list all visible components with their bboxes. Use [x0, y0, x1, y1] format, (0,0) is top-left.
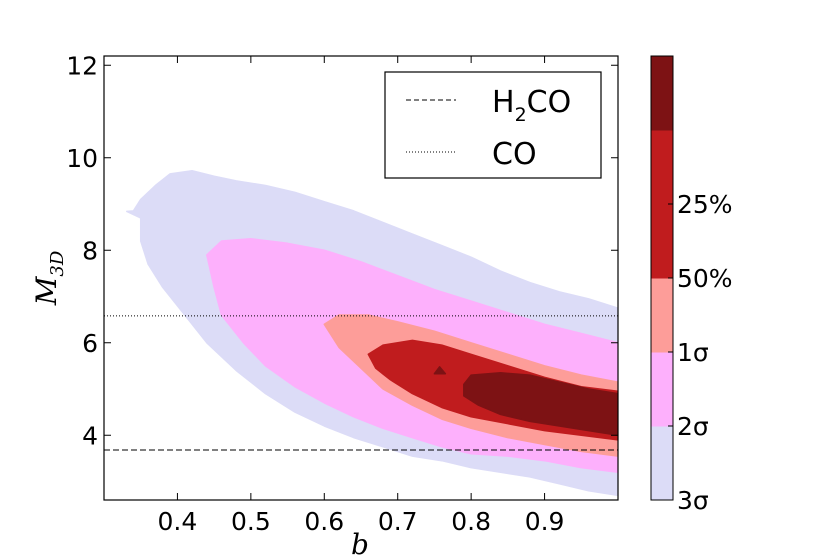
x-tick-label: 0.8 [451, 507, 491, 536]
y-axis-label: M3D [30, 250, 68, 306]
x-tick-label: 0.7 [378, 507, 418, 536]
legend: H2CO CO [384, 71, 602, 179]
colorbar-swatch [651, 56, 673, 131]
y-tick-label: 8 [82, 236, 98, 265]
legend-box [384, 71, 602, 179]
svg-text:M3D: M3D [30, 250, 68, 306]
colorbar-swatch [651, 426, 673, 501]
contour-region-25-speck-5 [433, 366, 447, 375]
x-tick-label: 0.4 [158, 507, 198, 536]
legend-co-label: CO [492, 137, 537, 172]
colorbar-tick-label: 2σ [677, 412, 709, 441]
colorbar-tick-label: 50% [677, 264, 733, 293]
x-tick-label: 0.5 [231, 507, 271, 536]
plot-frame [103, 55, 619, 501]
colorbar: 3σ 2σ 1σ 50% 25% [650, 55, 733, 515]
y-tick-label: 6 [82, 329, 98, 358]
contour-regions [126, 169, 618, 497]
x-axis-label: b [351, 528, 369, 557]
y-tick-label: 4 [82, 421, 98, 450]
y-tick-label: 10 [66, 144, 98, 173]
x-tick-label: 0.6 [304, 507, 344, 536]
colorbar-swatch [651, 278, 673, 353]
contour-region-25--4 [463, 372, 618, 437]
colorbar-tick-label: 1σ [677, 338, 709, 367]
colorbar-swatch [651, 352, 673, 427]
colorbar-swatch [651, 130, 673, 205]
x-tick-label: 0.9 [525, 507, 565, 536]
plot-axes: 0.4 0.5 0.6 0.7 0.8 0.9 4 6 8 10 12 [66, 51, 619, 536]
colorbar-tick-label: 25% [677, 190, 733, 219]
colorbar-tick-label: 3σ [677, 486, 709, 515]
colorbar-swatch [651, 204, 673, 279]
reference-lines [104, 315, 618, 451]
legend-h2co-label: H2CO [492, 85, 571, 126]
y-tick-label: 12 [66, 51, 98, 80]
